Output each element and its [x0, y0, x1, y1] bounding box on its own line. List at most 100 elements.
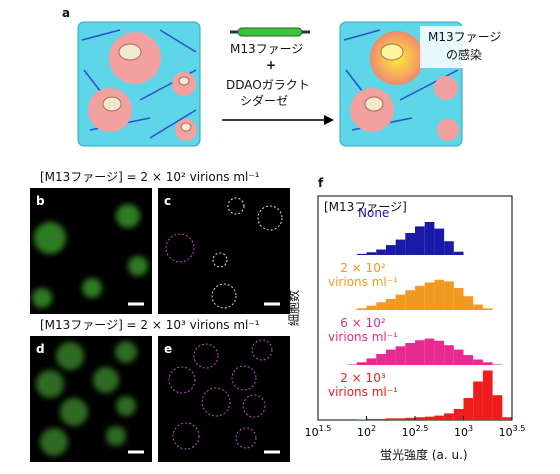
histogram-bar: [492, 364, 503, 365]
histogram-bar: [424, 338, 435, 365]
y-axis-label: 細胞数: [287, 289, 302, 327]
histogram-bar: [482, 308, 493, 310]
reagent-label: M13ファージ: [230, 42, 304, 56]
x-tick-label: 102: [357, 424, 376, 439]
x-tick-exponent: 3.5: [513, 424, 526, 433]
histogram-bar: [473, 359, 483, 365]
x-tick-label: 102.5: [402, 424, 429, 439]
histogram-bar: [473, 381, 483, 420]
series-label: None: [358, 206, 390, 220]
x-tick-label: 101.5: [305, 424, 332, 439]
histogram-bar: [424, 222, 435, 255]
histogram-chart: 101.5 102 102.5 103 103.5: [305, 195, 526, 439]
histogram-bar: [405, 290, 416, 310]
histogram-bar: [453, 251, 464, 255]
histogram-bar: [444, 281, 454, 310]
histogram-bar: [366, 252, 377, 255]
x-tick-base: 10: [454, 426, 468, 439]
x-tick-exponent: 2.5: [416, 424, 429, 433]
histogram-bar: [482, 370, 493, 420]
histogram-bar: [405, 417, 416, 420]
micrograph: [158, 336, 290, 462]
histogram-bar: [444, 413, 454, 420]
histogram-bar: [463, 355, 474, 365]
histogram-bar: [385, 299, 396, 310]
histogram-bar: [434, 279, 445, 310]
histogram-bar: [376, 418, 386, 420]
histogram-bar: [376, 354, 386, 365]
histogram-bar: [366, 358, 377, 365]
histogram-bar: [347, 364, 357, 365]
panel-label: b: [36, 194, 45, 208]
histogram-bar: [434, 415, 445, 420]
x-tick-label: 103: [454, 424, 473, 439]
series-label: 2 × 10³ virions ml⁻¹: [328, 371, 398, 399]
histogram-bar: [385, 418, 396, 420]
histogram-bar: [356, 253, 367, 255]
histogram-bar: [395, 346, 406, 365]
histogram-bar: [376, 249, 386, 255]
condition-label: [M13ファージ] = 2 × 10³ virions ml⁻¹: [40, 318, 260, 332]
infected-culture: [339, 21, 504, 147]
histogram-bar: [415, 340, 425, 365]
x-tick-label: 103.5: [499, 424, 526, 439]
histogram-bar: [463, 296, 474, 310]
result-label: の感染: [446, 48, 483, 62]
histogram-bar: [395, 418, 406, 420]
histogram-bar: [415, 417, 425, 420]
histogram-bar: [463, 398, 474, 420]
micrograph: [158, 188, 290, 314]
x-tick-base: 10: [499, 426, 513, 439]
histogram-bar: [492, 395, 503, 420]
legend-title: [M13ファージ]: [324, 200, 407, 214]
x-tick-exponent: 2: [371, 424, 376, 433]
histogram-bar: [424, 416, 435, 420]
panel-label: a: [62, 6, 71, 20]
x-tick-base: 10: [402, 426, 416, 439]
panel-label: f: [318, 176, 324, 190]
histogram-bar: [385, 245, 396, 255]
panel-label: e: [164, 342, 173, 356]
histogram-bar: [502, 417, 512, 420]
condition-label: [M13ファージ] = 2 × 10² virions ml⁻¹: [40, 170, 260, 184]
histogram-bar: [482, 362, 493, 365]
micrograph: [30, 188, 152, 314]
histogram-bar: [405, 233, 416, 255]
series-label: 2 × 10² virions ml⁻¹: [328, 261, 398, 289]
histogram-bar: [453, 349, 464, 365]
x-tick-base: 10: [357, 426, 371, 439]
histogram-bar: [366, 418, 377, 420]
arrow: [222, 115, 334, 125]
histogram-bar: [395, 239, 406, 255]
histogram-bar: [434, 228, 445, 255]
histogram-bar: [444, 345, 454, 365]
x-axis-label: 蛍光強度 (a. u.): [380, 448, 468, 462]
plus-sign: +: [266, 58, 277, 72]
result-label: M13ファージ: [428, 30, 502, 44]
histogram-bar: [405, 343, 416, 365]
cell-culture: [77, 21, 201, 147]
panel-label: d: [36, 342, 45, 356]
x-tick-base: 10: [305, 426, 319, 439]
histogram-bar: [356, 419, 367, 420]
schematic: [77, 21, 504, 147]
histogram-bar: [415, 226, 425, 255]
histogram-bar: [366, 305, 377, 310]
histogram-bar: [385, 349, 396, 365]
histogram-bar: [453, 409, 464, 420]
histogram-bar: [453, 288, 464, 310]
histogram-bar: [434, 340, 445, 365]
reagent-label: シダーゼ: [240, 94, 289, 108]
histogram-bar: [424, 282, 435, 310]
micrograph: [30, 336, 152, 462]
phage-icon: [230, 27, 310, 37]
histogram-bar: [356, 308, 367, 310]
x-tick-exponent: 1.5: [319, 424, 332, 433]
histogram-bar: [395, 294, 406, 310]
x-tick-exponent: 3: [468, 424, 473, 433]
reagent-label: DDAOガラクト: [226, 78, 310, 92]
series-label: 6 × 10² virions ml⁻¹: [328, 316, 398, 344]
histogram-bar: [444, 241, 454, 255]
histogram-bar: [376, 302, 386, 310]
